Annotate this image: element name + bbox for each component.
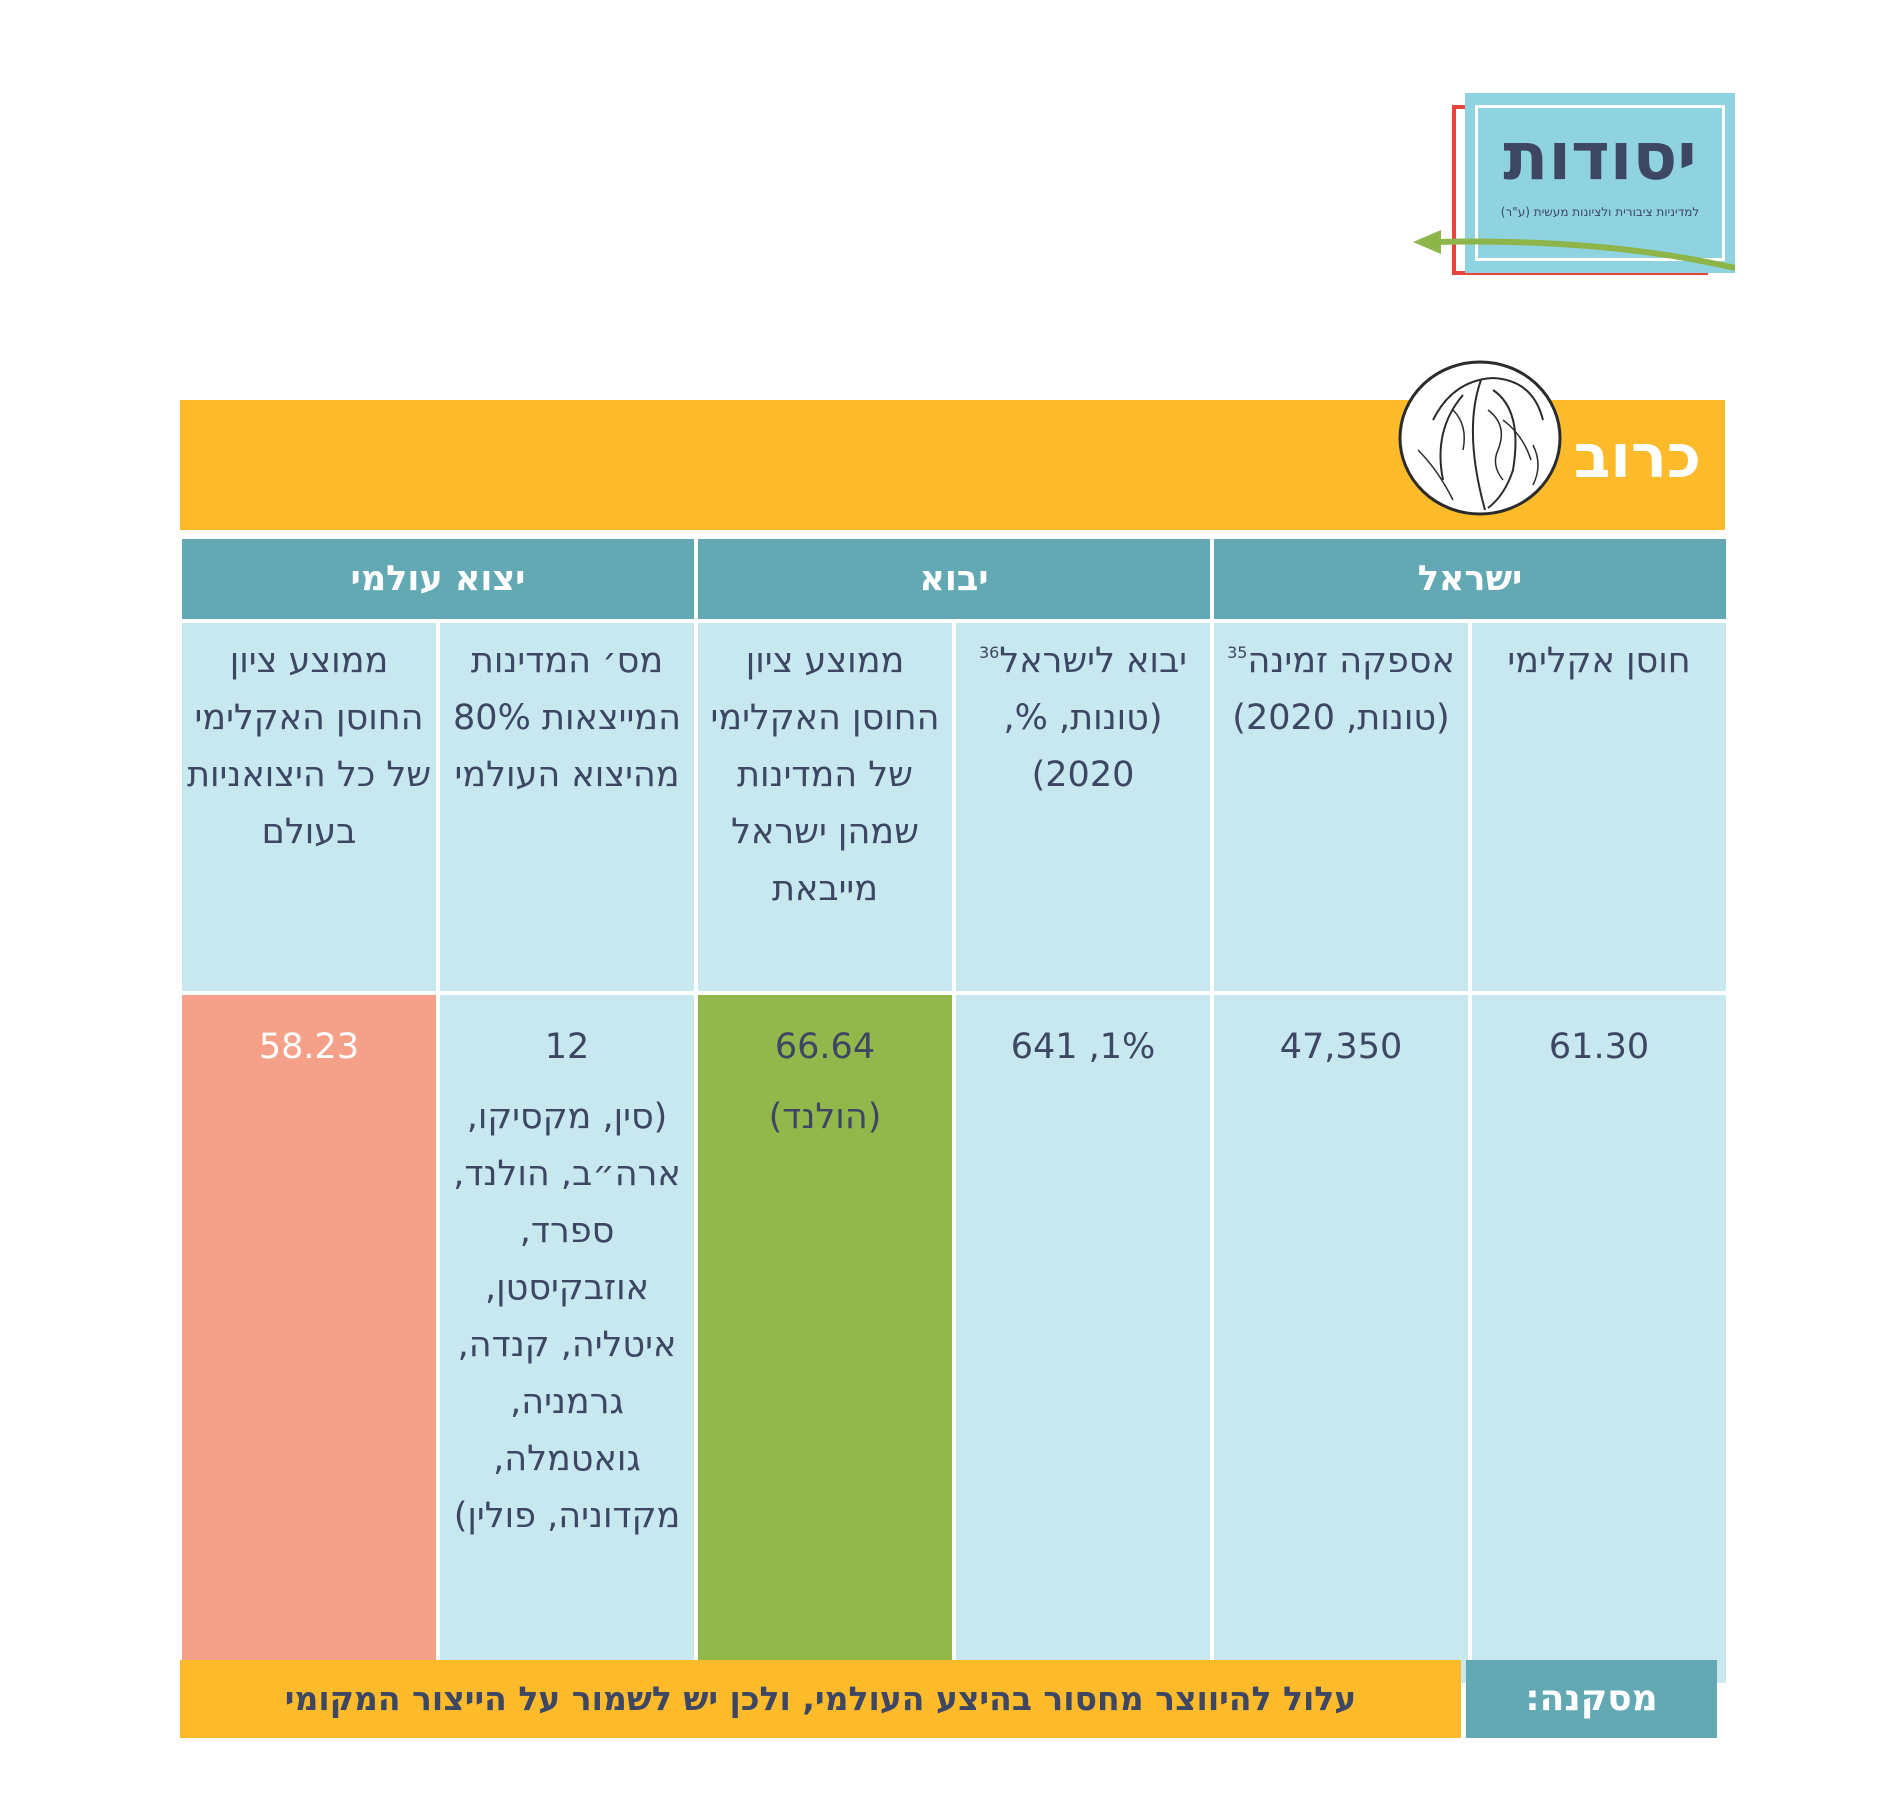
- cabbage-icon: [1398, 360, 1562, 516]
- group-header-row: ישראל יבוא יצוא עולמי: [182, 539, 1727, 619]
- logo-title: יסודות: [1503, 118, 1697, 195]
- cell-import-to-israel: 641 ,1%: [956, 995, 1210, 1683]
- col-label-tail: (טונות, 2020): [1232, 698, 1450, 738]
- cell-climate-resilience: 61.30: [1472, 995, 1727, 1683]
- group-world-export: יצוא עולמי: [182, 539, 694, 619]
- col-label: יבוא לישראל: [999, 641, 1188, 681]
- col-header-exporters-count: מס׳ המדינות המייצאות 80% מהיצוא העולמי: [440, 623, 694, 991]
- col-label: חוסן אקלימי: [1507, 641, 1691, 681]
- cell-exporters-count: 12 (סין, מקסיקו, ארה״ב, הולנד, ספרד, אוז…: [440, 995, 694, 1683]
- arrow-icon: [1413, 230, 1735, 271]
- logo: יסודות למדיניות ציבורית ולציונות מעשית (…: [1405, 88, 1735, 288]
- value: 47,350: [1279, 1027, 1403, 1067]
- cell-world-avg-score: 58.23: [182, 995, 436, 1683]
- col-header-import-avg-score: ממוצע ציון החוסן האקלימי של המדינות שמהן…: [698, 623, 952, 991]
- logo-inner-frame: [1475, 105, 1725, 261]
- group-import: יבוא: [698, 539, 1210, 619]
- values-row: 61.30 47,350 641 ,1% 66.64 (הולנד) 12 (ס…: [182, 995, 1727, 1683]
- cell-available-supply: 47,350: [1214, 995, 1469, 1683]
- footnote-ref: 35: [1227, 643, 1248, 662]
- col-header-world-avg-score: ממוצע ציון החוסן האקלימי של כל היצואניות…: [182, 623, 436, 991]
- resilience-table: ישראל יבוא יצוא עולמי חוסן אקלימי אספקה …: [178, 535, 1730, 1687]
- value: 12: [544, 1027, 590, 1067]
- col-label: אספקה זמינה: [1247, 641, 1455, 681]
- col-label: ממוצע ציון החוסן האקלימי של המדינות שמהן…: [710, 641, 940, 909]
- col-label: ממוצע ציון החוסן האקלימי של כל היצואניות…: [186, 641, 432, 852]
- section-title: כרוב: [1573, 422, 1701, 492]
- col-header-climate-resilience: חוסן אקלימי: [1472, 623, 1727, 991]
- col-header-import-to-israel: יבוא לישראל36 (טונות, %, 2020): [956, 623, 1210, 991]
- logo-subtitle: למדיניות ציבורית ולציונות מעשית (ע"ר): [1500, 205, 1700, 219]
- value: 61.30: [1548, 1027, 1650, 1067]
- value: 641 ,1%: [1010, 1027, 1156, 1067]
- footnote-ref: 36: [978, 643, 1000, 662]
- cell-import-avg-score: 66.64 (הולנד): [698, 995, 952, 1683]
- group-israel: ישראל: [1214, 539, 1727, 619]
- column-header-row: חוסן אקלימי אספקה זמינה35 (טונות, 2020) …: [182, 623, 1727, 991]
- conclusion-text: עלול להיווצר מחסור בהיצע העולמי, ולכן יש…: [180, 1660, 1461, 1738]
- conclusion-label: מסקנה:: [1466, 1660, 1717, 1738]
- value-note: (הולנד): [768, 1097, 882, 1137]
- exporters-list: (סין, מקסיקו, ארה״ב, הולנד, ספרד, אוזבקי…: [453, 1097, 681, 1536]
- value: 58.23: [258, 1027, 360, 1067]
- value: 66.64: [774, 1027, 876, 1067]
- col-label-tail: (טונות, %, 2020): [1003, 698, 1163, 795]
- col-header-available-supply: אספקה זמינה35 (טונות, 2020): [1214, 623, 1469, 991]
- col-label: מס׳ המדינות המייצאות 80% מהיצוא העולמי: [453, 641, 681, 795]
